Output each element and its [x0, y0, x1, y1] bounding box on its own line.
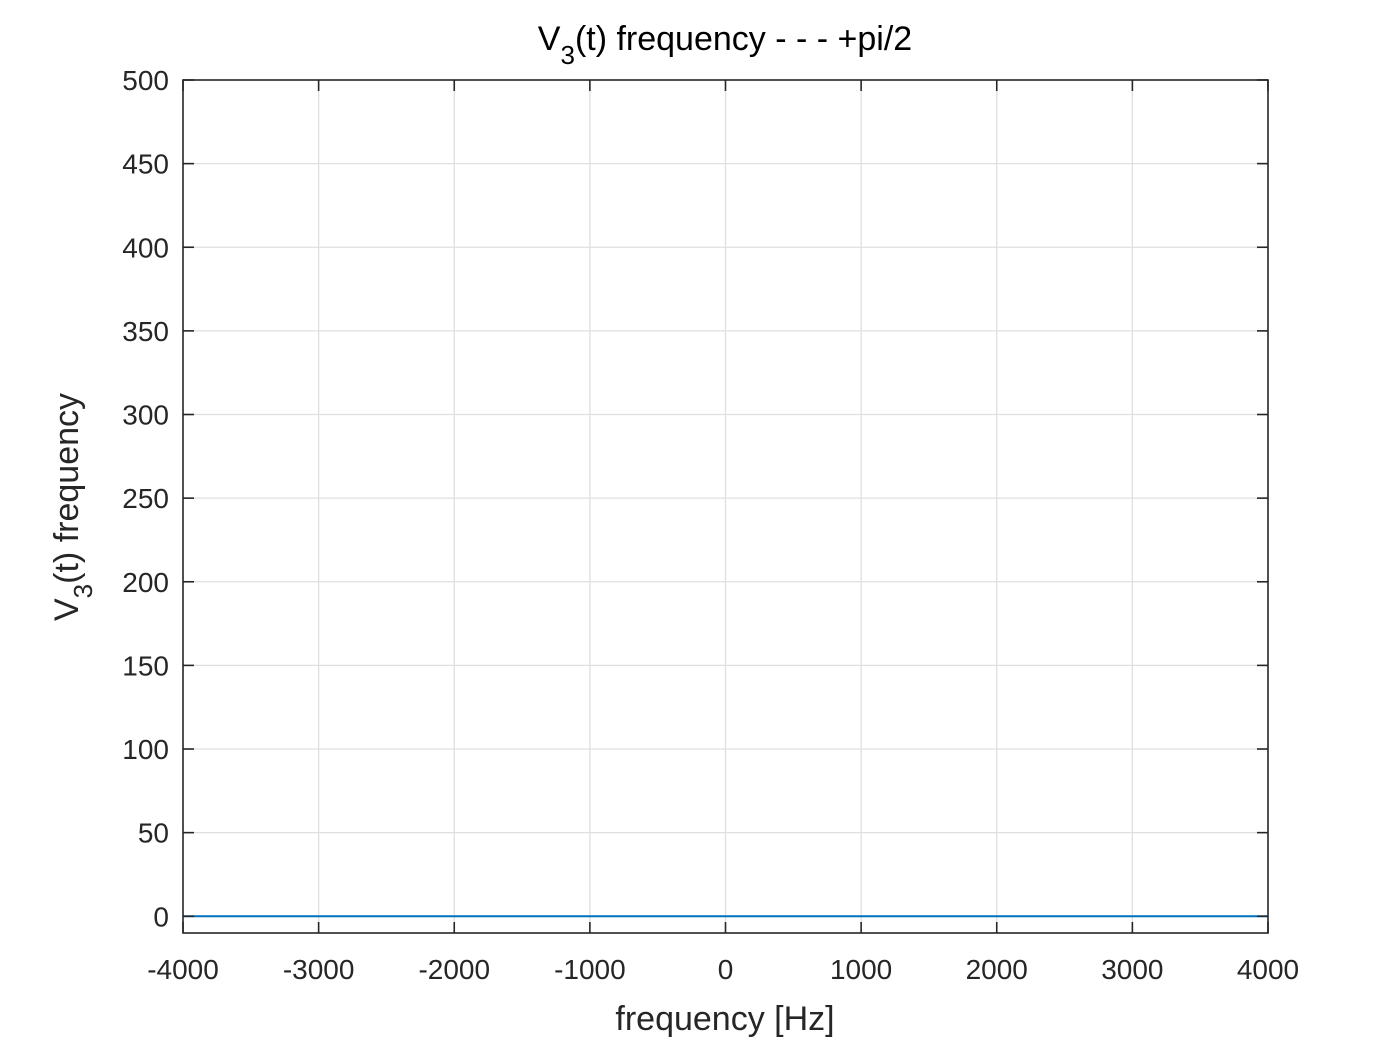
- y-tick-label: 100: [122, 734, 169, 765]
- y-tick-label: 500: [122, 65, 169, 96]
- chart-title: V3(t) frequency - - - +pi/2: [538, 20, 912, 70]
- y-tick-label: 400: [122, 232, 169, 263]
- x-tick-label: 0: [718, 954, 734, 985]
- y-tick-label: 200: [122, 567, 169, 598]
- ylabel-subscript: 3: [68, 584, 98, 598]
- y-tick-label: 450: [122, 149, 169, 180]
- x-tick-label: 2000: [966, 954, 1028, 985]
- x-tick-label: -1000: [554, 954, 626, 985]
- x-tick-label: 4000: [1237, 954, 1299, 985]
- x-tick-label: -4000: [147, 954, 219, 985]
- x-tick-label: -2000: [418, 954, 490, 985]
- y-tick-label: 50: [138, 818, 169, 849]
- y-tick-label: 250: [122, 483, 169, 514]
- x-tick-label: 3000: [1101, 954, 1163, 985]
- y-tick-label: 0: [153, 901, 169, 932]
- x-tick-label: 1000: [830, 954, 892, 985]
- title-subscript: 3: [560, 40, 574, 70]
- y-tick-label: 300: [122, 400, 169, 431]
- y-axis-label: V3(t) frequency: [48, 393, 98, 621]
- y-tick-label: 350: [122, 316, 169, 347]
- x-tick-label: -3000: [283, 954, 355, 985]
- tick-labels: -4000 -3000 -2000 -1000 0 1000 2000 3000 4000 0 50…: [122, 65, 1299, 985]
- y-tick-label: 150: [122, 650, 169, 681]
- x-axis-label: frequency [Hz]: [615, 1000, 834, 1038]
- ticks: [182, 79, 1269, 933]
